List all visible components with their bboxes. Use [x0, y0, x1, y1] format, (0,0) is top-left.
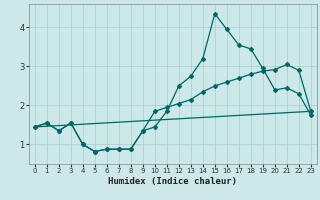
X-axis label: Humidex (Indice chaleur): Humidex (Indice chaleur) — [108, 177, 237, 186]
